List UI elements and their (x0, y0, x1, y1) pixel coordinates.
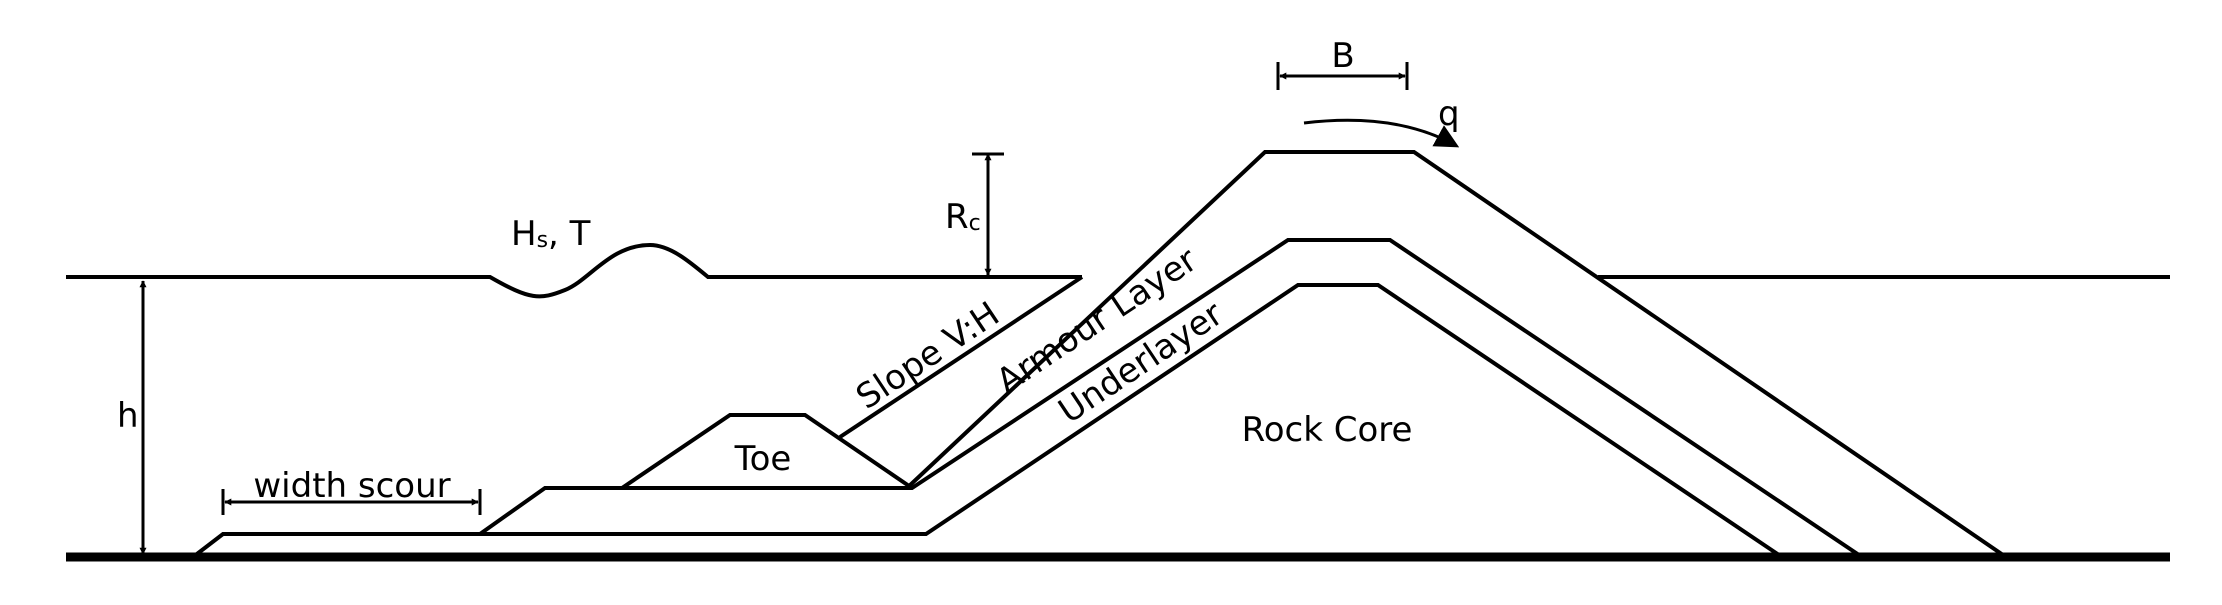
slope-label: Slope V:H (849, 294, 1007, 418)
armour-layer-outline (905, 150, 2008, 559)
crest-width-label: B (1331, 36, 1354, 76)
overtopping-arrow (1303, 118, 1460, 148)
rock-core-label: Rock Core (1242, 410, 1413, 450)
freeboard-label: Rc (945, 197, 981, 237)
wave-label: Hs, T (511, 214, 591, 254)
scour-width-label: width scour (253, 466, 450, 506)
toe-label: Toe (734, 439, 792, 479)
underlayer-outline (545, 238, 1864, 559)
rock-core-outline (191, 283, 1784, 559)
water-surface-left (66, 242, 1082, 299)
water-depth-label: h (117, 396, 139, 436)
overtopping-label: q (1438, 94, 1460, 134)
armour-slope-upper (838, 275, 1084, 439)
toe-outline (478, 413, 914, 536)
